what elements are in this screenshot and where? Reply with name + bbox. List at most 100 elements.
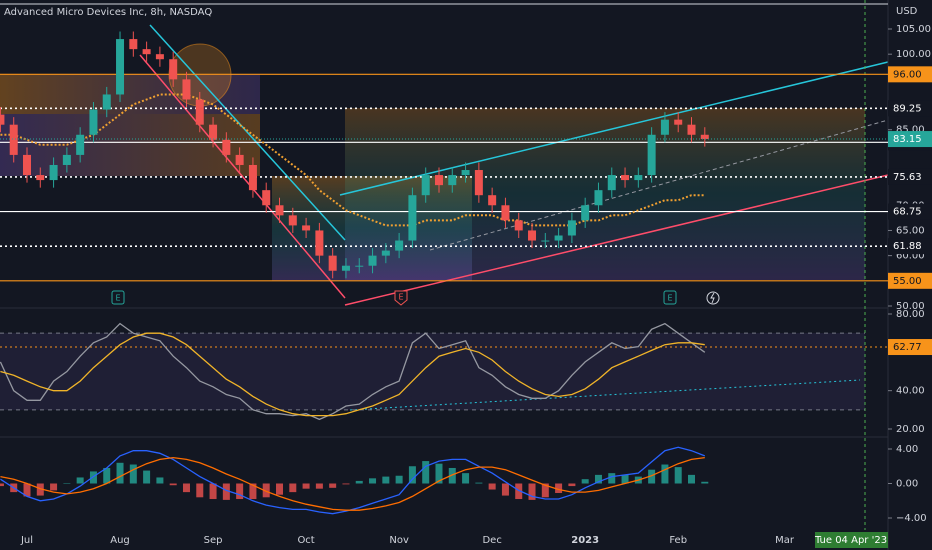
macd-histogram-bar [541, 483, 549, 498]
axis-label-box [888, 272, 932, 289]
macd-histogram-bar [249, 483, 257, 500]
trend-line [344, 174, 889, 306]
candle-body [660, 119, 669, 135]
y-tick-label: 100.00 [896, 49, 931, 60]
macd-histogram-bar [63, 483, 71, 484]
macd-histogram-bar [302, 483, 310, 489]
y-tick-label: 4.00 [896, 444, 918, 455]
macd-histogram-bar [329, 483, 337, 488]
candle-body [315, 230, 324, 256]
event-badge[interactable] [111, 290, 125, 305]
y-tick-label: 65.00 [896, 225, 925, 236]
macd-histogram-bar [236, 483, 244, 500]
candle-body [0, 114, 5, 125]
macd-histogram-bar [103, 467, 111, 484]
macd-histogram-bar [435, 463, 443, 484]
axis-label: 62.77 [893, 342, 922, 353]
data-layer: 105.00100.0085.0070.0065.0060.0050.00Jul… [0, 24, 932, 546]
candle-body [275, 205, 284, 216]
candle-body [9, 124, 18, 155]
candle-body [434, 175, 443, 186]
y-tick-label: 105.00 [896, 24, 931, 35]
macd-histogram-bar [196, 483, 204, 498]
macd-histogram-bar [116, 462, 124, 484]
macd-histogram-bar [408, 466, 416, 484]
macd-histogram-bar [262, 483, 270, 498]
event-label[interactable]: E [667, 294, 672, 303]
candle-body [554, 235, 563, 241]
rsi-trend [349, 379, 861, 411]
macd-histogram-bar [395, 475, 403, 484]
currency: USD [896, 6, 918, 17]
rsi-band [0, 333, 865, 410]
event-label[interactable]: E [398, 293, 403, 302]
x-tick-label: Dec [482, 535, 501, 546]
macd-histogram-bar [462, 473, 470, 484]
macd-line [0, 456, 705, 511]
axis-label: 61.88 [893, 241, 922, 252]
rsi-line [0, 322, 706, 421]
axis-label-box [888, 203, 932, 220]
macd-histogram-bar [222, 483, 230, 500]
macd-histogram-bar [648, 469, 656, 484]
macd-histogram-bar [50, 483, 58, 491]
macd-histogram-bar [594, 474, 602, 484]
dashed-guide [429, 119, 889, 251]
candle-body [381, 250, 390, 256]
candle-body [248, 164, 257, 191]
y-tick-label: 60.00 [896, 251, 925, 262]
event-label[interactable]: E [115, 294, 120, 303]
event-badge[interactable] [394, 290, 408, 306]
macd-histogram-bar [209, 483, 217, 500]
y-tick-label: 20.00 [896, 424, 925, 435]
candle-body [328, 255, 337, 271]
axis-label: 68.75 [893, 207, 922, 218]
macd-histogram-bar [169, 483, 177, 486]
candle-body [222, 139, 231, 155]
candle-body [142, 49, 151, 55]
candle-body [76, 134, 85, 155]
macd-histogram-bar [608, 473, 616, 484]
macd-histogram-bar [568, 483, 576, 487]
candle-body [23, 154, 31, 176]
macd-histogram-bar [342, 483, 350, 485]
macd-histogram-bar [555, 483, 563, 493]
x-tick-label: Aug [110, 535, 130, 546]
moving-average [0, 93, 705, 227]
macd-histogram-bar [688, 474, 695, 484]
macd-histogram-bar [422, 461, 430, 484]
macd-histogram-bar [23, 483, 31, 497]
axis-label: 55.00 [893, 276, 922, 287]
macd-histogram-bar [76, 477, 84, 484]
y-tick-label: 40.00 [896, 386, 925, 397]
macd-histogram-bar [0, 483, 4, 487]
candle-body [302, 225, 311, 231]
candle-body [169, 59, 178, 80]
candle-body [607, 175, 616, 191]
macd-histogram-bar [488, 483, 496, 490]
candle-body [501, 205, 510, 221]
macd-histogram-bar [701, 481, 709, 484]
rsi-line [0, 332, 705, 417]
macd-histogram-bar [89, 471, 97, 484]
trend-line [149, 24, 346, 241]
fib-zone [0, 74, 260, 114]
candle-body [49, 164, 58, 181]
macd-histogram-bar [369, 478, 377, 484]
macd-histogram-bar [475, 482, 483, 484]
event-badge[interactable] [663, 290, 677, 305]
candle-body [62, 154, 71, 165]
macd-histogram-bar [143, 470, 151, 484]
macd-histogram-bar [382, 476, 390, 484]
macd-histogram-bar [581, 479, 589, 484]
macd-histogram-bar [515, 483, 523, 500]
candle-body [116, 39, 125, 95]
candle-body [102, 94, 111, 110]
fib-zone [345, 108, 865, 280]
candle-body [155, 54, 164, 60]
macd-histogram-bar [315, 483, 323, 489]
candle-body [594, 190, 603, 206]
candle-body [341, 265, 350, 271]
crosshair-date-box [815, 532, 888, 548]
